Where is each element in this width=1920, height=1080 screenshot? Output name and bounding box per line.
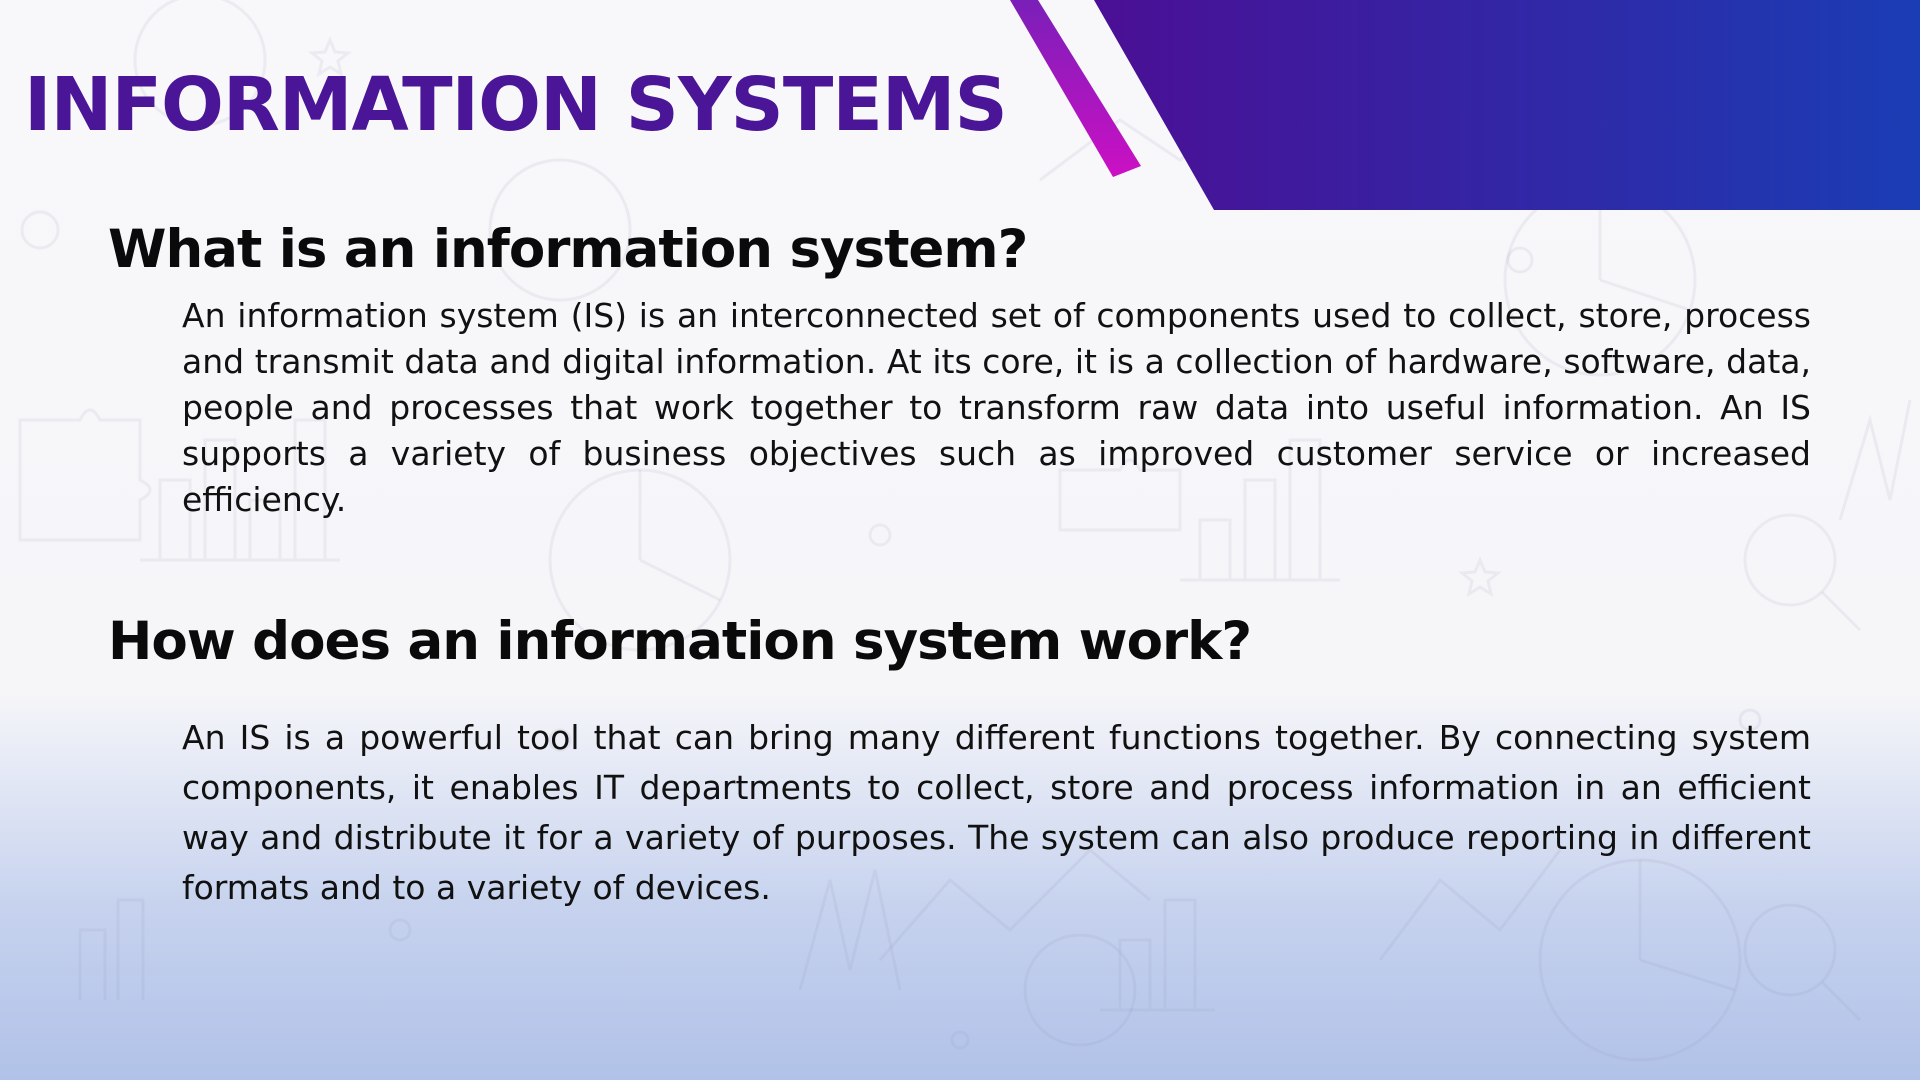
section-heading-how-it-works: How does an information system work? (108, 611, 1252, 672)
accent-stripe (1010, 0, 1141, 177)
section-heading-what-is: What is an information system? (108, 219, 1028, 280)
banner-block (1094, 0, 1920, 210)
page-title: INFORMATION SYSTEMS (24, 62, 1008, 148)
header-banner (1010, 0, 1920, 210)
section-body-how-it-works: An IS is a powerful tool that can bring … (182, 718, 1811, 907)
section-body-what-is: An information system (IS) is an interco… (182, 296, 1811, 519)
